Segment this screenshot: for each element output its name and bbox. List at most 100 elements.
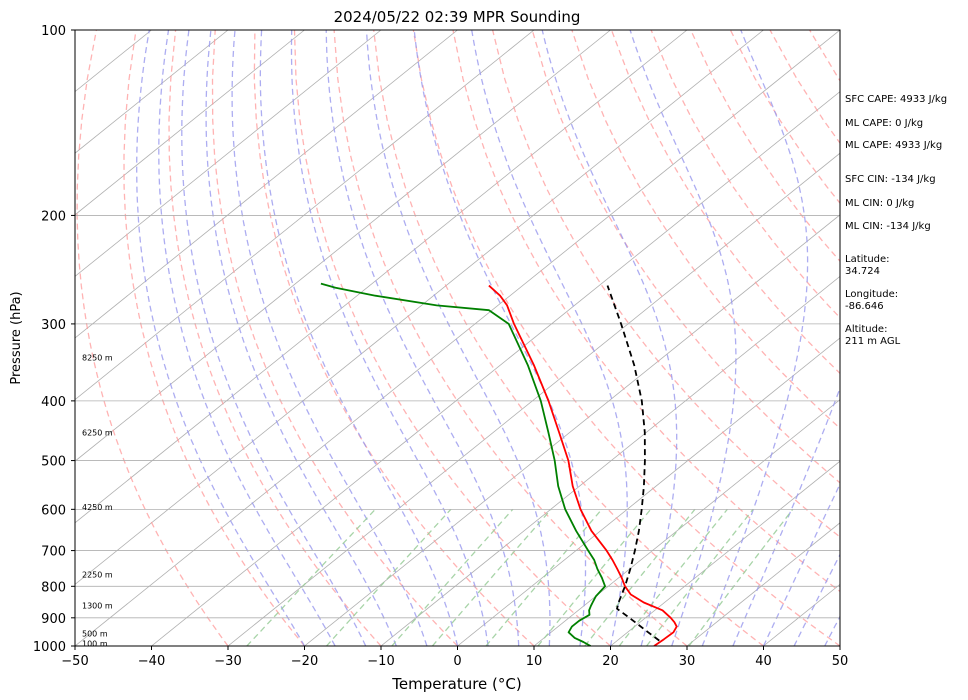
height-label: 8250 m bbox=[82, 353, 113, 362]
isotherm-line bbox=[380, 275, 840, 646]
y-tick-label: 600 bbox=[41, 503, 66, 518]
x-tick-label: 50 bbox=[832, 654, 849, 669]
latitude-label: Latitude: bbox=[845, 254, 890, 265]
mixing-ratio-line bbox=[688, 508, 794, 646]
chart-title: 2024/05/22 02:39 MPR Sounding bbox=[334, 8, 581, 26]
mixing-ratio-line bbox=[391, 508, 514, 646]
sfc-cape-label: SFC CAPE: 4933 J/kg bbox=[845, 94, 947, 105]
ml-cape-label-2: ML CAPE: 4933 J/kg bbox=[845, 140, 942, 151]
isotherm-line bbox=[227, 152, 840, 646]
isotherm-line bbox=[686, 522, 840, 646]
background-reference-lines bbox=[75, 30, 968, 646]
ml-cin-label: ML CIN: 0 J/kg bbox=[845, 198, 914, 209]
height-label: 100 m bbox=[82, 639, 108, 648]
moist-adiabat-line bbox=[701, 30, 809, 646]
x-tick-label: −30 bbox=[214, 654, 241, 669]
dry-adiabat-line bbox=[333, 30, 688, 646]
isotherm-line bbox=[151, 91, 840, 646]
isotherm-line bbox=[75, 30, 535, 401]
dry-adiabat-line bbox=[253, 30, 535, 646]
y-tick-label: 500 bbox=[41, 455, 66, 470]
y-tick-label: 100 bbox=[41, 24, 66, 39]
dry-adiabat-line bbox=[929, 30, 968, 646]
isotherm-line bbox=[75, 30, 611, 462]
mixing-ratio-line bbox=[431, 508, 552, 646]
dry-adiabat-line bbox=[571, 30, 840, 430]
height-label: 2250 m bbox=[82, 570, 113, 579]
moist-adiabat-line bbox=[231, 30, 428, 646]
dry-adiabat-line bbox=[452, 30, 840, 593]
y-axis: 1000 900 800 700 600 500 400 300 200 100 bbox=[33, 24, 75, 655]
moist-adiabat-line bbox=[290, 30, 489, 646]
isotherm-line bbox=[75, 30, 840, 646]
isotherm-line bbox=[533, 399, 840, 646]
dry-adiabat-line bbox=[123, 30, 306, 646]
moist-adiabat-line bbox=[365, 30, 551, 646]
x-tick-label: −10 bbox=[367, 654, 394, 669]
moist-adiabat-line bbox=[471, 30, 628, 646]
height-label: 500 m bbox=[82, 630, 108, 639]
isotherm-line bbox=[610, 460, 840, 646]
isotherm-line bbox=[75, 30, 764, 585]
altitude-label: Altitude: bbox=[845, 324, 887, 335]
moist-adiabat-line bbox=[181, 30, 367, 646]
mixing-ratio-line bbox=[537, 508, 652, 646]
dry-adiabat-line bbox=[412, 30, 840, 646]
temperature-line bbox=[488, 284, 678, 646]
dry-adiabat-line bbox=[168, 30, 382, 646]
ml-cape-label: ML CAPE: 0 J/kg bbox=[845, 118, 923, 129]
isotherm-line bbox=[75, 30, 229, 154]
moist-adiabat-line bbox=[205, 30, 397, 646]
moist-adiabat-line bbox=[413, 30, 587, 646]
x-tick-label: 30 bbox=[679, 654, 696, 669]
dry-adiabat-line bbox=[610, 30, 840, 375]
x-axis-label: Temperature (°C) bbox=[391, 675, 521, 693]
y-tick-label: 1000 bbox=[33, 640, 66, 655]
longitude-value: -86.646 bbox=[845, 301, 884, 312]
dry-adiabat-line bbox=[650, 30, 840, 319]
isotherm-line bbox=[75, 30, 458, 339]
x-tick-label: −40 bbox=[138, 654, 165, 669]
y-tick-label: 900 bbox=[41, 612, 66, 627]
dry-adiabat-line bbox=[211, 30, 458, 646]
y-tick-label: 400 bbox=[41, 395, 66, 410]
moist-adiabat-line bbox=[158, 30, 336, 646]
height-label: 1300 m bbox=[82, 602, 113, 611]
parcel-path-line bbox=[606, 285, 660, 642]
profile-lines bbox=[320, 282, 678, 646]
stats-panel: SFC CAPE: 4933 J/kg ML CAPE: 0 J/kg ML C… bbox=[845, 94, 947, 347]
moist-adiabat-line bbox=[325, 30, 520, 646]
isotherm-line bbox=[75, 30, 382, 277]
moist-adiabat-line bbox=[629, 30, 737, 646]
y-tick-label: 800 bbox=[41, 580, 66, 595]
mixing-ratio-line bbox=[584, 508, 696, 646]
isotherm-line bbox=[75, 30, 688, 524]
x-tick-label: 20 bbox=[602, 654, 619, 669]
y-axis-label: Pressure (hPa) bbox=[9, 291, 24, 384]
dry-adiabat-line bbox=[373, 30, 764, 646]
mixing-ratio-line bbox=[485, 508, 603, 646]
altitude-value: 211 m AGL bbox=[845, 336, 901, 347]
longitude-label: Longitude: bbox=[845, 289, 898, 300]
x-tick-label: −20 bbox=[291, 654, 318, 669]
dry-adiabat-line bbox=[76, 30, 229, 646]
x-tick-label: 40 bbox=[755, 654, 772, 669]
moist-adiabat-line bbox=[136, 30, 306, 646]
dewpoint-line bbox=[320, 282, 606, 646]
moist-adiabat-line bbox=[732, 386, 840, 646]
moist-adiabat-line bbox=[259, 30, 459, 646]
mixing-ratio-line bbox=[326, 508, 452, 646]
y-tick-label: 200 bbox=[41, 209, 66, 224]
dry-adiabat-line bbox=[293, 30, 611, 646]
x-tick-label: −50 bbox=[61, 654, 88, 669]
sfc-cin-label: SFC CIN: -134 J/kg bbox=[845, 174, 936, 185]
y-tick-label: 300 bbox=[41, 318, 66, 333]
latitude-value: 34.724 bbox=[845, 266, 880, 277]
x-tick-label: 0 bbox=[453, 654, 461, 669]
x-axis: −50 −40 −30 −20 −10 0 10 20 30 40 50 bbox=[61, 646, 848, 669]
dry-adiabat-line bbox=[690, 30, 840, 263]
height-label: 4250 m bbox=[82, 503, 113, 512]
ml-cin-label-2: ML CIN: -134 J/kg bbox=[845, 221, 931, 232]
